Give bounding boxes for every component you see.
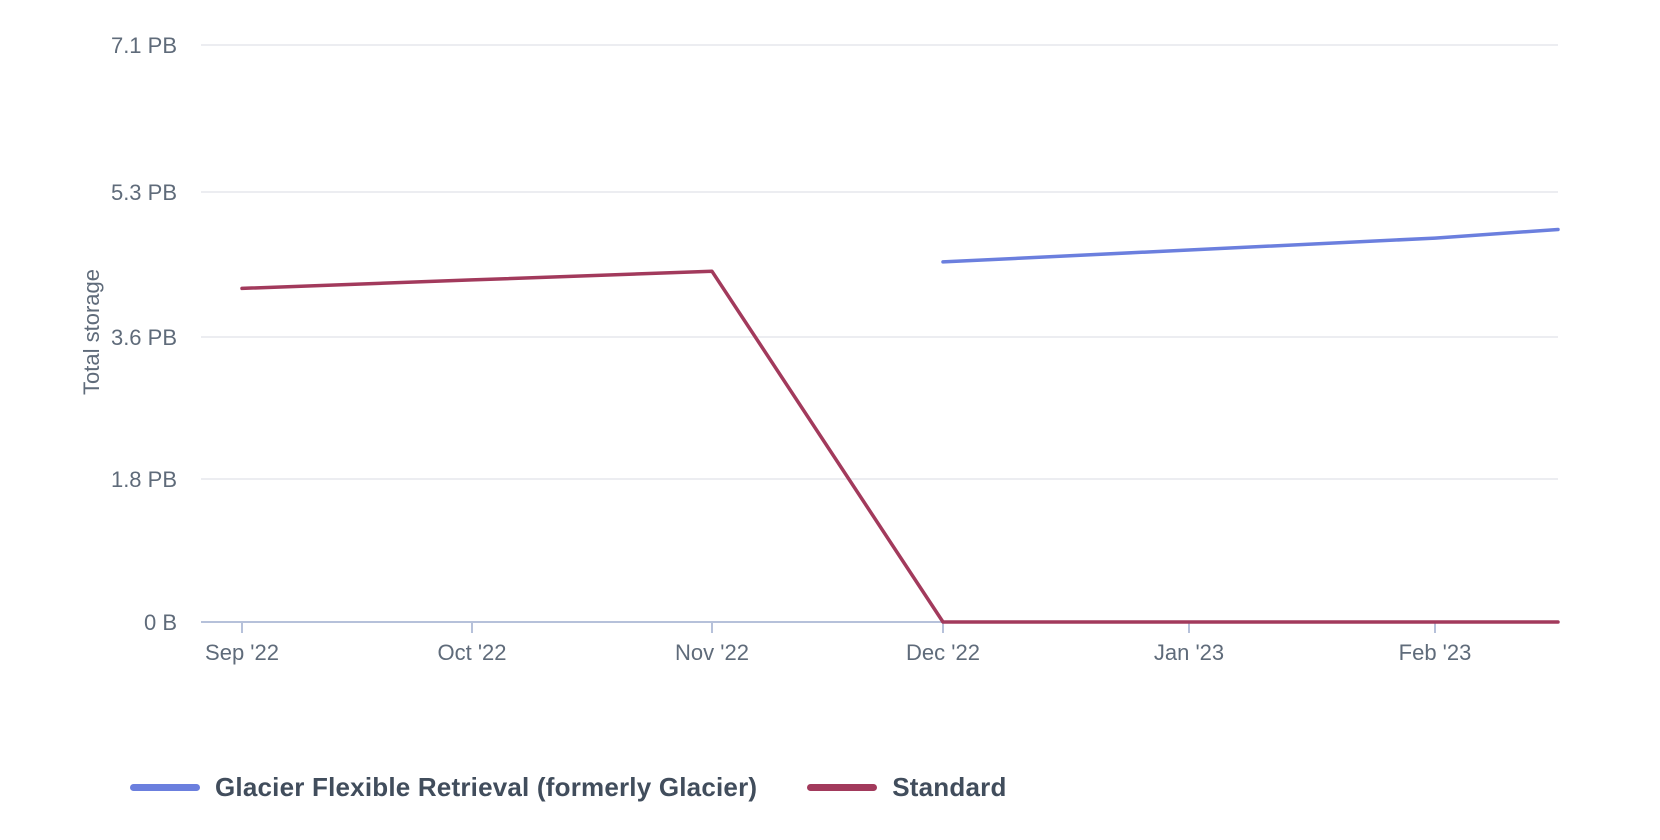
legend-swatch-glacier-icon [130,784,200,791]
series-line-glacier-flexible-retrieval[interactable] [941,227,1560,264]
y-axis-title: Total storage [79,269,104,395]
x-tick-label: Oct '22 [437,640,506,665]
y-tick-label: 3.6 PB [111,325,177,350]
total-storage-line-chart: 7.1 PB 5.3 PB 3.6 PB 1.8 PB 0 B Sep '22 Oct '2… [79,33,1560,665]
chart-legend: Glacier Flexible Retrieval (formerly Gla… [130,772,1007,803]
y-tick-label: 5.3 PB [111,180,177,205]
legend-item-standard[interactable]: Standard [807,772,1006,803]
legend-item-glacier-flexible-retrieval[interactable]: Glacier Flexible Retrieval (formerly Gla… [130,772,757,803]
legend-label-standard: Standard [892,772,1007,802]
y-tick-label: 7.1 PB [111,33,177,58]
x-tick-label: Jan '23 [1154,640,1224,665]
x-tick-label: Nov '22 [675,640,749,665]
legend-swatch-standard-icon [807,784,878,791]
x-tick-label: Feb '23 [1399,640,1472,665]
y-tick-label: 0 B [144,610,177,635]
y-tick-label: 1.8 PB [111,467,177,492]
series-line-standard[interactable] [240,269,1560,624]
legend-label-glacier: Glacier Flexible Retrieval (formerly Gla… [215,772,758,802]
x-tick-label: Dec '22 [906,640,980,665]
x-tick-label: Sep '22 [205,640,279,665]
